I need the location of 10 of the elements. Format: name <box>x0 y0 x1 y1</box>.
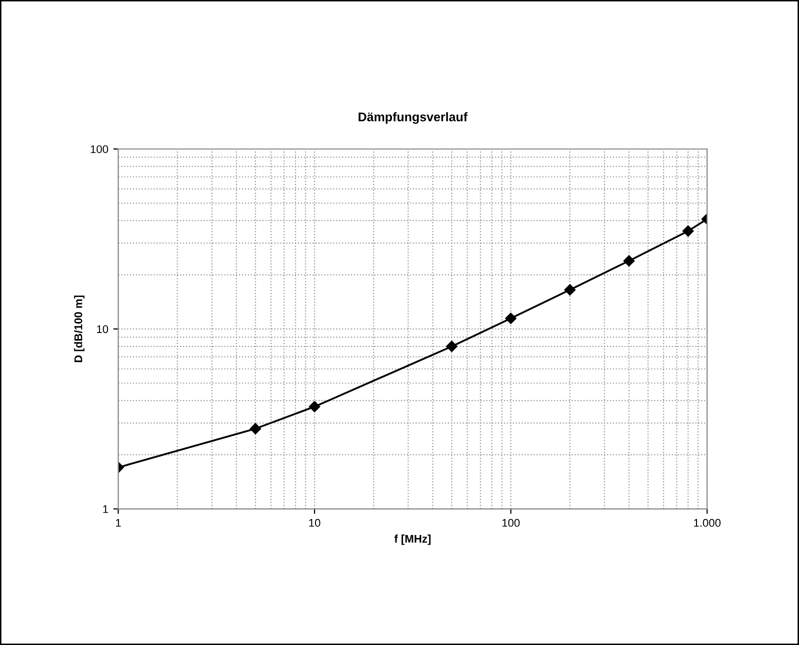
x-tick-label: 1 <box>116 519 121 527</box>
y-tick-label: 100 <box>90 145 108 154</box>
y-tick-label: 10 <box>97 325 108 334</box>
x-axis-title: f [MHz] <box>394 534 431 545</box>
y-tick-label: 1 <box>103 505 108 513</box>
x-tick-label: 1.000 <box>694 518 721 527</box>
x-tick-label: 10 <box>309 518 320 527</box>
y-axis-title: D [dB/100 m] <box>74 296 84 362</box>
x-tick-label: 100 <box>502 518 520 527</box>
chart-title: Dämpfungsverlauf <box>358 112 468 124</box>
